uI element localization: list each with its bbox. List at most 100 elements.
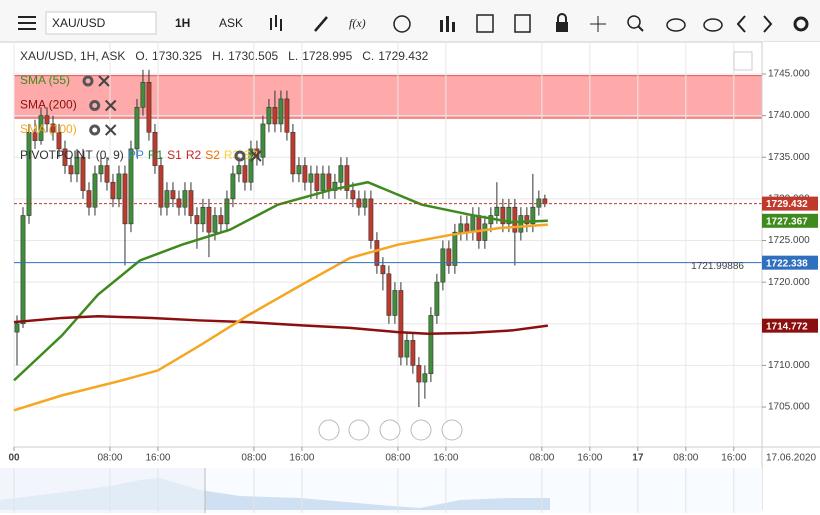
x-tick-label: 16:00 [721, 453, 746, 464]
candle-body [368, 198, 374, 241]
candle-body [248, 148, 254, 183]
candle-body [170, 190, 176, 200]
draw-button[interactable] [314, 16, 328, 32]
x-tick-label: 16:00 [577, 453, 602, 464]
remove-icon[interactable] [250, 150, 262, 162]
candle-body [392, 290, 398, 316]
header-part: 1730.325 [152, 49, 202, 63]
candle-body [326, 173, 332, 191]
symbol-box[interactable] [45, 11, 157, 35]
remove-icon[interactable] [98, 75, 110, 87]
candle-body [50, 123, 56, 133]
candle-body [374, 240, 380, 266]
price-tag-label: 1729.432 [766, 199, 808, 210]
candle-body [146, 82, 152, 133]
candle-body [218, 215, 224, 225]
settings-button[interactable] [793, 16, 809, 32]
candle-body [260, 123, 266, 158]
candle-body [206, 206, 212, 233]
header-part: PP [128, 148, 144, 162]
calendar-button[interactable] [476, 14, 494, 33]
back-button[interactable] [736, 15, 746, 33]
candle-body [470, 215, 476, 233]
candle-body [404, 340, 410, 358]
candle-body [92, 173, 98, 208]
candle-body [482, 223, 488, 241]
header-part: 1729.432 [378, 49, 428, 63]
candle-body [464, 223, 470, 233]
remove-icon[interactable] [104, 99, 117, 112]
menu-button[interactable] [18, 16, 36, 30]
x-tick-label: 16:00 [433, 453, 458, 464]
remove-icon[interactable] [104, 124, 117, 136]
candle-body [224, 198, 230, 225]
pan-left-button[interactable] [318, 419, 340, 441]
info-button[interactable] [393, 15, 411, 33]
news-button[interactable] [514, 14, 531, 33]
pan-right-button[interactable] [441, 419, 463, 441]
candle-body [356, 198, 362, 208]
candle-body [512, 206, 518, 233]
volume-button[interactable] [440, 16, 455, 32]
indicator-button[interactable]: f(x) [349, 16, 366, 30]
date-stamp: 17.06.2020 [766, 453, 816, 464]
candle-body [434, 281, 440, 316]
price-tag-label: 1714.772 [766, 321, 808, 332]
sma-line [13, 223, 548, 412]
candle-body [44, 115, 50, 125]
candle-body [110, 181, 116, 200]
plot: XAU/USD, 1H, ASK O. 1730.325 H. 1730.505 L. 17… [13, 42, 762, 447]
y-tick-label: 1735.000 [768, 152, 810, 163]
candle-body [20, 215, 26, 325]
candle-body [200, 206, 206, 225]
ohlc-header: XAU/USD, 1H, ASK O. 1730.325 H. 1730.505 L. 17… [20, 49, 429, 63]
timeframe[interactable]: 1H [175, 16, 190, 30]
price-side[interactable]: ASK [219, 16, 243, 30]
zoom-button[interactable] [627, 15, 644, 32]
navigator-window[interactable] [0, 468, 205, 513]
x-tick-label: 08:00 [97, 453, 122, 464]
candle-body [230, 173, 236, 200]
settings-icon[interactable] [234, 150, 246, 162]
candle-body [176, 198, 182, 208]
header-part: PIVOTPOINT (0, 9) [20, 148, 124, 162]
y-tick-label: 1740.000 [768, 110, 810, 121]
reset-button[interactable] [379, 419, 401, 441]
candle-body [284, 98, 290, 133]
candle-body [134, 106, 140, 150]
candle-body [158, 165, 164, 208]
candle-body [458, 223, 464, 233]
crosshair-button[interactable] [590, 16, 606, 32]
candle-body [296, 165, 302, 175]
sma-line [13, 315, 549, 336]
zoom-controls [318, 419, 463, 441]
chart-type-button[interactable] [270, 15, 282, 31]
y-tick-label: 1720.000 [768, 277, 810, 288]
candle-body [452, 231, 458, 266]
y-tick-label: 1725.000 [768, 235, 810, 246]
candle-body [182, 190, 188, 208]
lock-button[interactable] [556, 13, 568, 32]
price-tag [762, 318, 818, 333]
settings-icon[interactable] [82, 75, 94, 87]
header-part: O. [135, 49, 148, 63]
upload-button[interactable] [666, 18, 686, 32]
price-tag [762, 196, 818, 211]
zoom-out-button[interactable] [348, 419, 370, 441]
candle-body [524, 215, 530, 225]
zoom-in-button[interactable] [410, 419, 432, 441]
legend-entry: PIVOTPOINT (0, 9) PP R1 S1 R2 S2 R3 S3 [20, 148, 258, 162]
maximize-button[interactable] [733, 51, 753, 71]
candle-body [38, 115, 44, 141]
candle-body [302, 165, 308, 183]
settings-icon[interactable] [89, 100, 101, 111]
forward-button[interactable] [763, 15, 773, 33]
sma-line [13, 180, 548, 382]
y-tick-label: 1705.000 [768, 402, 810, 413]
candle-body [104, 165, 110, 183]
candle-body [98, 165, 104, 175]
settings-icon[interactable] [89, 124, 101, 136]
candle-body [14, 323, 20, 333]
candle-body [116, 173, 122, 200]
download-button[interactable] [703, 18, 723, 32]
